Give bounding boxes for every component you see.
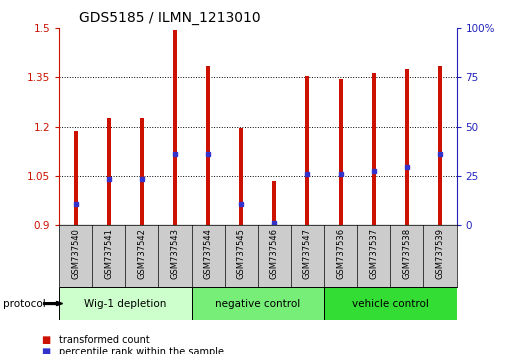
Bar [73,131,77,225]
Text: GSM737545: GSM737545 [236,228,246,279]
Text: percentile rank within the sample: percentile rank within the sample [59,347,224,354]
Text: transformed count: transformed count [59,335,150,345]
Bar [239,128,243,225]
Text: GSM737544: GSM737544 [204,228,212,279]
Text: GSM737543: GSM737543 [170,228,180,279]
Text: GSM737542: GSM737542 [137,228,146,279]
Bar [107,118,111,225]
Bar [372,73,376,225]
Text: GSM737539: GSM737539 [436,228,444,279]
Text: ■: ■ [41,335,50,345]
Bar [140,118,144,225]
Text: negative control: negative control [215,298,301,309]
Text: GDS5185 / ILMN_1213010: GDS5185 / ILMN_1213010 [79,11,261,24]
Text: GSM737538: GSM737538 [402,228,411,279]
Bar [405,69,409,225]
Text: GSM737547: GSM737547 [303,228,312,279]
Bar [305,76,309,225]
Text: ■: ■ [41,347,50,354]
Bar [173,30,177,225]
Text: GSM737536: GSM737536 [336,228,345,279]
Text: protocol: protocol [3,298,45,309]
Bar [272,181,277,225]
Text: GSM737546: GSM737546 [270,228,279,279]
Bar [206,66,210,225]
Text: GSM737541: GSM737541 [104,228,113,279]
Bar [438,66,442,225]
Bar [191,287,324,320]
Bar [59,287,191,320]
Bar [324,287,457,320]
Text: Wig-1 depletion: Wig-1 depletion [84,298,166,309]
Bar [339,79,343,225]
Text: vehicle control: vehicle control [352,298,429,309]
Text: GSM737540: GSM737540 [71,228,80,279]
Text: GSM737537: GSM737537 [369,228,378,279]
